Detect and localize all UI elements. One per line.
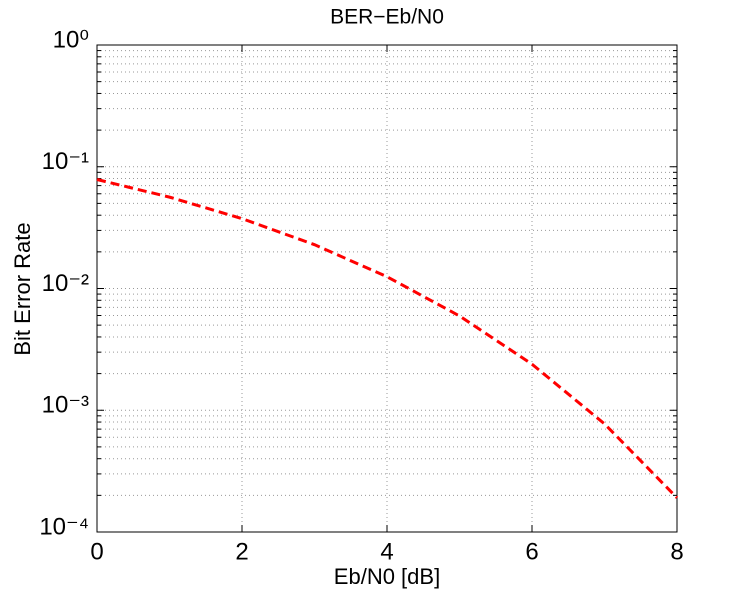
y-tick-label: 10⁻¹ (42, 148, 89, 175)
chart-title: BER−Eb/N0 (330, 6, 444, 29)
plot-frame (96, 44, 678, 533)
y-tick-label: 10⁰ (53, 26, 89, 53)
y-axis-label: Bit Error Rate (10, 222, 35, 355)
x-tick-label: 4 (380, 538, 393, 565)
x-tick-label: 0 (90, 538, 103, 565)
y-tick-label: 10⁻³ (42, 392, 89, 419)
data-line (96, 178, 679, 499)
x-tick-label: 8 (670, 538, 683, 565)
x-tick-label: 2 (235, 538, 248, 565)
y-tick-label: 10⁻² (42, 270, 89, 297)
x-tick-label: 6 (525, 538, 538, 565)
x-axis-label: Eb/N0 [dB] (334, 564, 440, 589)
y-tick-label: 10⁻⁴ (39, 513, 89, 540)
